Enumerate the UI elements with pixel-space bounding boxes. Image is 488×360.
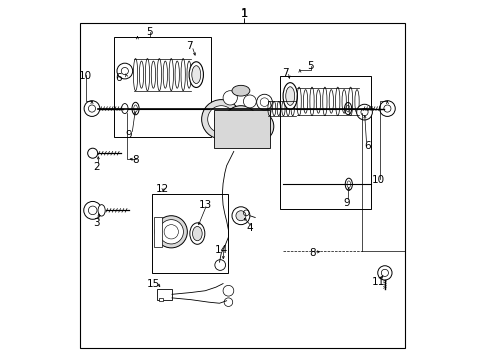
Circle shape — [223, 285, 233, 296]
Text: 9: 9 — [125, 130, 131, 140]
Bar — [214, 111, 269, 148]
Ellipse shape — [191, 66, 201, 84]
Ellipse shape — [122, 104, 128, 113]
Circle shape — [243, 95, 256, 108]
Bar — [280, 76, 370, 208]
Ellipse shape — [189, 62, 203, 87]
Text: 8: 8 — [308, 248, 315, 258]
Circle shape — [379, 101, 394, 116]
Text: 12: 12 — [155, 184, 169, 194]
Circle shape — [214, 260, 225, 270]
Circle shape — [356, 104, 372, 120]
Ellipse shape — [189, 223, 204, 244]
Circle shape — [83, 202, 102, 219]
Text: 11: 11 — [371, 277, 384, 287]
Ellipse shape — [159, 220, 183, 244]
Bar — [154, 217, 162, 247]
Text: 4: 4 — [246, 223, 253, 233]
Bar — [159, 298, 163, 301]
Ellipse shape — [87, 148, 98, 158]
Circle shape — [224, 298, 232, 306]
Ellipse shape — [231, 85, 249, 96]
Bar — [114, 37, 210, 137]
Ellipse shape — [192, 226, 202, 241]
Bar — [157, 289, 172, 300]
Text: 1: 1 — [241, 9, 247, 19]
Text: 5: 5 — [306, 61, 313, 71]
Text: 6: 6 — [364, 141, 370, 151]
Circle shape — [224, 106, 258, 140]
Ellipse shape — [345, 178, 352, 190]
Text: 10: 10 — [371, 175, 384, 185]
Text: 5: 5 — [146, 27, 153, 37]
Circle shape — [231, 207, 249, 225]
Ellipse shape — [344, 103, 351, 114]
Text: 7: 7 — [185, 41, 192, 51]
Text: 1: 1 — [240, 8, 248, 21]
Text: 8: 8 — [132, 156, 139, 165]
Circle shape — [223, 91, 237, 105]
Text: 10: 10 — [79, 71, 92, 81]
Text: 3: 3 — [93, 218, 100, 228]
Circle shape — [244, 111, 273, 141]
Ellipse shape — [285, 87, 294, 105]
Ellipse shape — [98, 204, 105, 216]
Circle shape — [207, 106, 234, 133]
Text: 6: 6 — [115, 73, 122, 83]
Text: 15: 15 — [146, 279, 160, 289]
Ellipse shape — [283, 83, 297, 109]
Circle shape — [201, 100, 241, 139]
Bar — [151, 194, 228, 273]
Circle shape — [229, 111, 252, 135]
Text: 9: 9 — [342, 198, 349, 208]
Ellipse shape — [155, 216, 187, 248]
Text: 13: 13 — [198, 200, 211, 210]
Circle shape — [117, 63, 132, 79]
Ellipse shape — [132, 102, 139, 115]
Circle shape — [235, 211, 245, 221]
Circle shape — [84, 101, 100, 116]
Circle shape — [256, 94, 272, 110]
Circle shape — [248, 116, 268, 136]
Text: 7: 7 — [282, 68, 288, 78]
Circle shape — [377, 266, 391, 280]
Text: 2: 2 — [93, 162, 100, 172]
Text: 14: 14 — [214, 245, 227, 255]
